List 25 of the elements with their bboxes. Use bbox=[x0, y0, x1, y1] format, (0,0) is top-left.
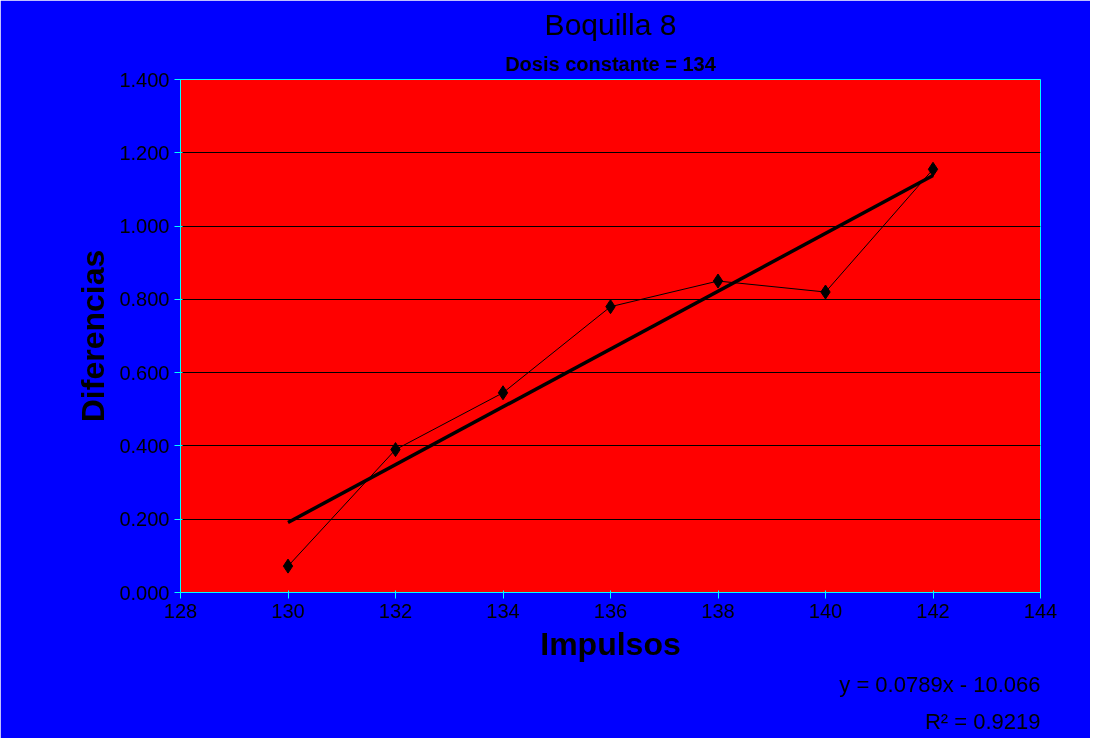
y-tick-label: 0.800 bbox=[119, 288, 170, 311]
y-axis-title: Diferencias bbox=[75, 249, 112, 423]
x-tick-label: 142 bbox=[916, 599, 950, 622]
y-tick-label: 0.600 bbox=[119, 361, 170, 384]
x-axis-title: Impulsos bbox=[540, 625, 681, 662]
x-tick-label: 140 bbox=[808, 599, 843, 622]
text: R² = 0.9219 bbox=[924, 708, 1041, 734]
x-tick-label: 134 bbox=[486, 599, 520, 622]
point bbox=[497, 385, 509, 401]
x-tick-label: 136 bbox=[593, 599, 628, 622]
x-tick-label: 130 bbox=[271, 599, 305, 622]
y-tick-label: 1.000 bbox=[119, 215, 170, 238]
x-tick-label: 144 bbox=[1023, 599, 1058, 622]
chart-title: Boquilla 8 bbox=[544, 7, 677, 41]
x-tick-label: 132 bbox=[378, 599, 413, 622]
point bbox=[927, 161, 939, 177]
text: y = 0.0789x - 10.066 bbox=[839, 671, 1041, 697]
y-tick-label: 0.200 bbox=[119, 508, 170, 531]
y-tick-label: 1.400 bbox=[119, 68, 170, 91]
point bbox=[282, 558, 294, 574]
x-tick-label: 138 bbox=[701, 599, 735, 622]
y-tick-label: 1.200 bbox=[119, 141, 170, 164]
chart-subtitle: Dosis constante = 134 bbox=[505, 52, 717, 75]
point bbox=[712, 273, 724, 289]
y-tick-label: 0.400 bbox=[119, 434, 170, 457]
